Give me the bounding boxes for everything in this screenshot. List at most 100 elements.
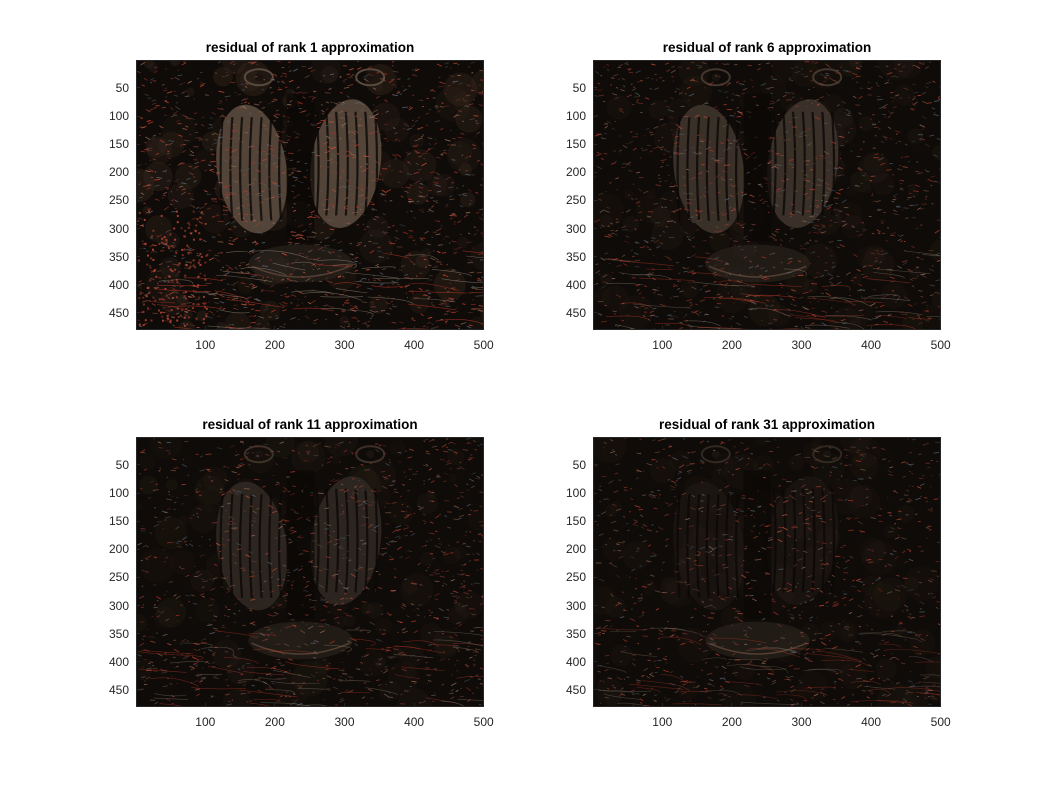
y-tick [136,284,140,286]
y-tick [593,256,597,258]
x-tick-label: 400 [404,715,425,729]
subplot-title: residual of rank 31 approximation [658,417,876,432]
y-tick [136,228,140,229]
x-tick [274,326,276,330]
subplot-rank-1: residual of rank 1 approximation 50 100 15… [109,40,494,352]
residual-image-svg [594,438,940,706]
y-tick-label: 450 [565,305,586,320]
x-tick-label: 500 [473,338,494,352]
y-tick-label: 200 [108,165,129,180]
y-tick-label: 150 [565,137,586,152]
y-tick [593,689,597,691]
y-tick-label: 200 [108,542,129,557]
y-tick-label: 300 [565,221,586,236]
y-tick-label: 300 [108,598,129,613]
y-tick [136,520,140,522]
y-tick [136,689,140,691]
x-tick-label: 300 [791,338,812,352]
x-tick-label: 100 [195,338,216,352]
x-tick-label: 100 [195,715,216,729]
y-tick-label: 350 [565,249,586,264]
y-tick-label: 400 [108,654,129,669]
y-tick-label: 350 [565,626,586,641]
y-tick-label: 100 [565,109,586,123]
x-tick [661,326,663,330]
y-tick-label: 150 [108,514,129,529]
y-tick [136,312,140,314]
residual-image [136,60,484,330]
y-tick-label: 250 [565,193,586,208]
y-tick [593,115,597,117]
y-tick [593,548,597,550]
y-tick-label: 150 [565,514,586,529]
y-tick-label: 50 [572,457,586,472]
x-tick [731,703,733,707]
x-tick-label: 200 [264,715,285,729]
x-tick-label: 100 [652,715,673,729]
y-tick-label: 100 [565,486,586,500]
y-tick [136,464,140,466]
x-tick-label: 400 [404,338,425,352]
y-tick [593,492,597,494]
y-tick [593,143,597,145]
x-tick [870,703,872,707]
y-tick [136,661,140,663]
subplot-title: residual of rank 6 approximation [662,40,872,55]
x-tick-label: 500 [930,338,951,352]
y-tick-label: 400 [565,654,586,669]
residual-image [593,60,941,330]
y-tick [136,605,140,606]
y-tick [136,199,140,201]
y-tick-label: 350 [108,626,129,641]
y-tick [593,87,597,89]
x-tick [344,326,345,330]
x-tick [870,326,872,330]
y-tick-label: 300 [108,221,129,236]
residual-image-svg [137,61,483,329]
y-tick [593,576,597,578]
x-tick-label: 500 [473,715,494,729]
y-tick [593,284,597,286]
x-tick [940,326,942,330]
y-tick [136,87,140,89]
x-tick-label: 200 [721,338,742,352]
x-tick [483,703,485,707]
y-tick [593,605,597,606]
y-tick-label: 200 [565,165,586,180]
y-tick [136,143,140,145]
residual-image [136,437,484,707]
subplot-rank-6: residual of rank 6 approximation 50 100 15… [566,40,951,352]
subplot-rank-31: residual of rank 31 approximation 50 100 1… [566,417,951,729]
x-tick-label: 300 [791,715,812,729]
x-tick [801,326,802,330]
x-tick [483,326,485,330]
y-tick [593,464,597,466]
x-tick-label: 400 [861,715,882,729]
x-tick [413,326,415,330]
subplot-title: residual of rank 11 approximation [202,417,418,432]
y-tick-label: 50 [115,457,129,472]
x-tick [661,703,663,707]
x-tick [274,703,276,707]
y-tick [136,576,140,578]
x-tick [940,703,942,707]
y-tick-label: 400 [108,277,129,292]
x-tick [204,703,206,707]
y-tick [136,548,140,550]
y-tick-label: 250 [565,570,586,585]
x-tick-label: 100 [652,338,673,352]
y-tick-label: 150 [108,137,129,152]
y-tick [593,312,597,314]
residual-image-svg [594,61,940,329]
residual-image-svg [137,438,483,706]
subplot-title: residual of rank 1 approximation [205,40,415,55]
y-tick [593,633,597,635]
y-tick-label: 50 [572,80,586,95]
y-tick-label: 250 [108,193,129,208]
y-tick [136,256,140,258]
y-tick-label: 450 [108,305,129,320]
y-tick-label: 200 [565,542,586,557]
y-tick-label: 450 [108,682,129,697]
y-tick-label: 350 [108,249,129,264]
